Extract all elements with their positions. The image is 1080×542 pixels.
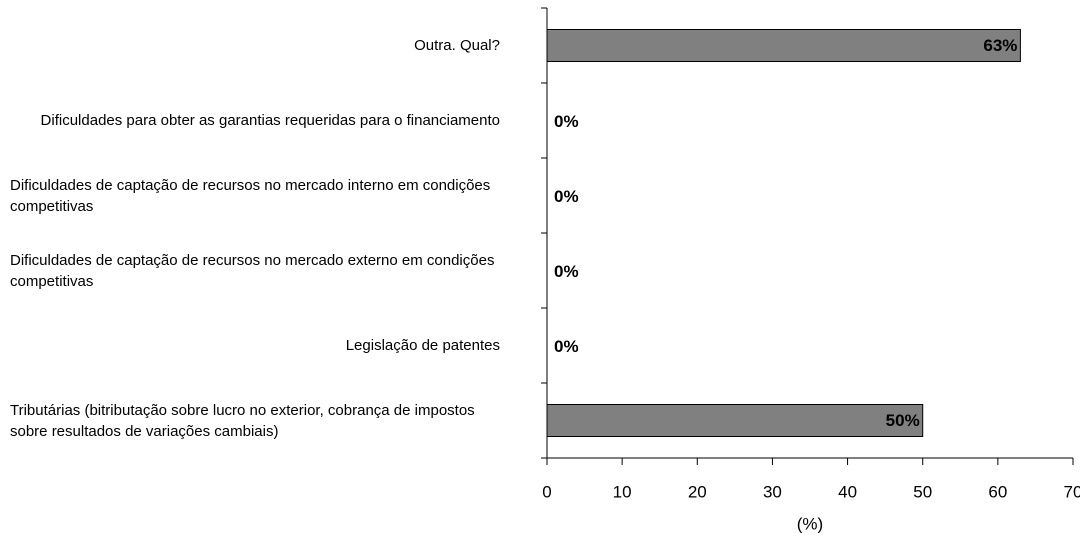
category-label: Dificuldades de captação de recursos no … xyxy=(10,166,500,226)
value-label: 0% xyxy=(554,187,579,206)
x-tick-label: 30 xyxy=(763,482,782,501)
category-label: Outra. Qual? xyxy=(10,16,500,76)
value-label: 0% xyxy=(554,112,579,131)
value-label: 50% xyxy=(886,411,920,430)
category-label: Tributárias (bitributação sobre lucro no… xyxy=(10,391,500,451)
category-text: Dificuldades de captação de recursos no … xyxy=(10,176,491,215)
x-tick-label: 0 xyxy=(542,482,551,501)
x-tick-label: 20 xyxy=(688,482,707,501)
x-tick-label: 60 xyxy=(988,482,1007,501)
value-label: 0% xyxy=(554,337,579,356)
value-label: 0% xyxy=(554,262,579,281)
x-axis-title: (%) xyxy=(797,514,823,533)
category-text: Dificuldades de captação de recursos no … xyxy=(10,251,495,290)
category-text: Dificuldades para obter as garantias req… xyxy=(40,112,500,129)
category-label: Dificuldades de captação de recursos no … xyxy=(10,241,500,301)
x-tick-label: 10 xyxy=(613,482,632,501)
category-text: Outra. Qual? xyxy=(414,37,500,54)
value-label: 63% xyxy=(983,36,1017,55)
category-label: Dificuldades para obter as garantias req… xyxy=(10,91,500,151)
bar xyxy=(546,29,1021,62)
category-text: Legislação de patentes xyxy=(345,337,500,354)
x-tick-label: 70 xyxy=(1064,482,1080,501)
category-text: Tributárias (bitributação sobre lucro no… xyxy=(10,401,475,440)
x-tick-label: 40 xyxy=(838,482,857,501)
bar xyxy=(546,404,924,437)
x-tick-label: 50 xyxy=(913,482,932,501)
category-label: Legislação de patentes xyxy=(10,316,500,376)
